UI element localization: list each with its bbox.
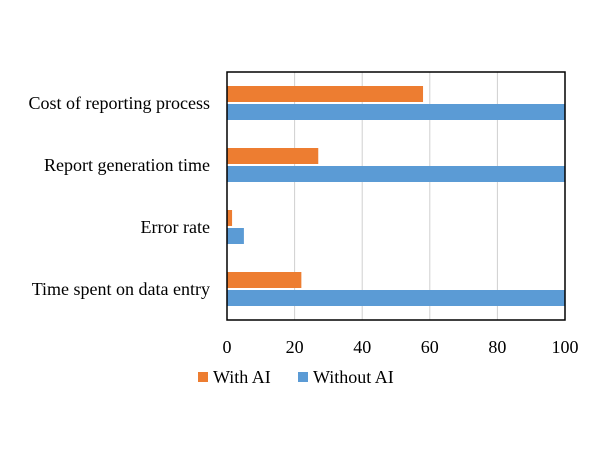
legend-swatch-with-ai: [198, 372, 208, 382]
x-tick-label-60: 60: [421, 337, 439, 357]
x-tick-labels: 0 20 40 60 80 100: [223, 337, 579, 357]
x-tick-label-20: 20: [286, 337, 304, 357]
bar-without-ai-error-rate: [227, 228, 244, 244]
category-label-report-generation-time: Report generation time: [44, 155, 210, 175]
plot-frame: [226, 71, 566, 321]
bars: [227, 86, 565, 306]
bar-without-ai-cost-of-reporting-process: [227, 104, 565, 120]
x-tick-label-100: 100: [552, 337, 579, 357]
legend-swatch-without-ai: [298, 372, 308, 382]
bar-with-ai-error-rate: [227, 210, 233, 226]
x-tick-label-40: 40: [353, 337, 371, 357]
bar-with-ai-cost-of-reporting-process: [227, 86, 424, 102]
category-labels: Cost of reporting process Report generati…: [29, 93, 210, 299]
bar-without-ai-report-generation-time: [227, 166, 565, 182]
bar-with-ai-time-spent-on-data-entry: [227, 272, 302, 288]
category-label-cost-of-reporting-process: Cost of reporting process: [29, 93, 210, 113]
legend: With AI Without AI: [198, 367, 394, 387]
x-tick-label-0: 0: [223, 337, 232, 357]
bar-with-ai-report-generation-time: [227, 148, 319, 164]
x-tick-label-80: 80: [488, 337, 506, 357]
legend-label-with-ai: With AI: [213, 367, 271, 387]
legend-label-without-ai: Without AI: [313, 367, 394, 387]
category-label-time-spent-on-data-entry: Time spent on data entry: [32, 279, 210, 299]
category-label-error-rate: Error rate: [141, 217, 210, 237]
bar-without-ai-time-spent-on-data-entry: [227, 290, 565, 306]
